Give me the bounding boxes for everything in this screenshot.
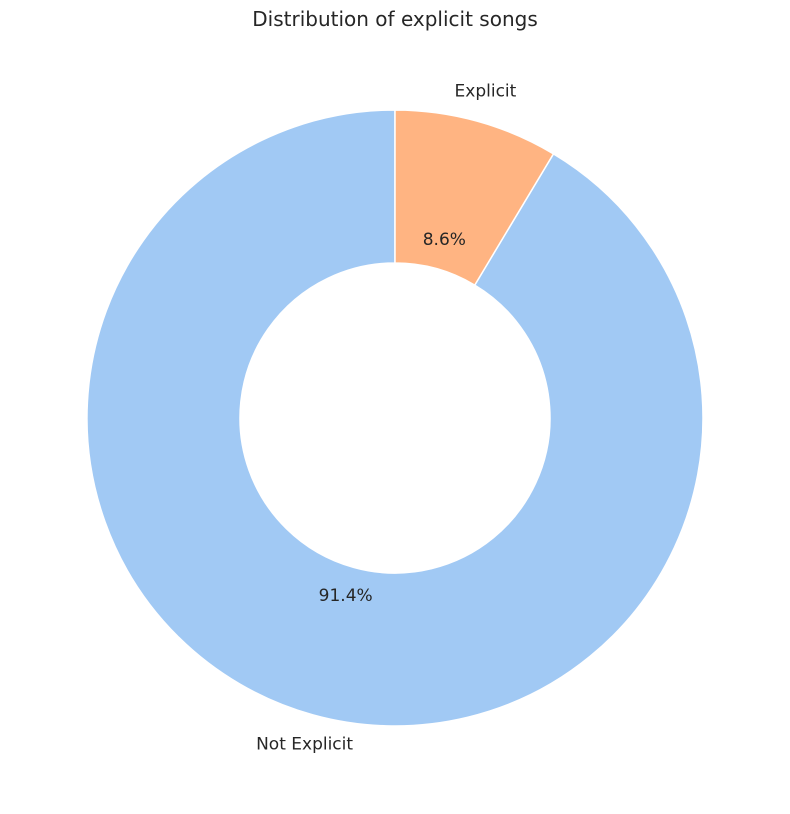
pct-label-explicit: 8.6% xyxy=(423,230,466,250)
slice-explicit xyxy=(394,109,555,287)
chart-title: Distribution of explicit songs xyxy=(252,7,538,31)
labels-layer: Not Explicit 91.4% Explicit 8.6% xyxy=(256,81,517,754)
slice-label-not-explicit: Not Explicit xyxy=(256,735,353,755)
slice-not-explicit xyxy=(86,109,704,727)
slice-label-explicit: Explicit xyxy=(455,81,517,101)
slices-layer xyxy=(86,109,704,727)
pct-label-not-explicit: 91.4% xyxy=(319,586,373,606)
